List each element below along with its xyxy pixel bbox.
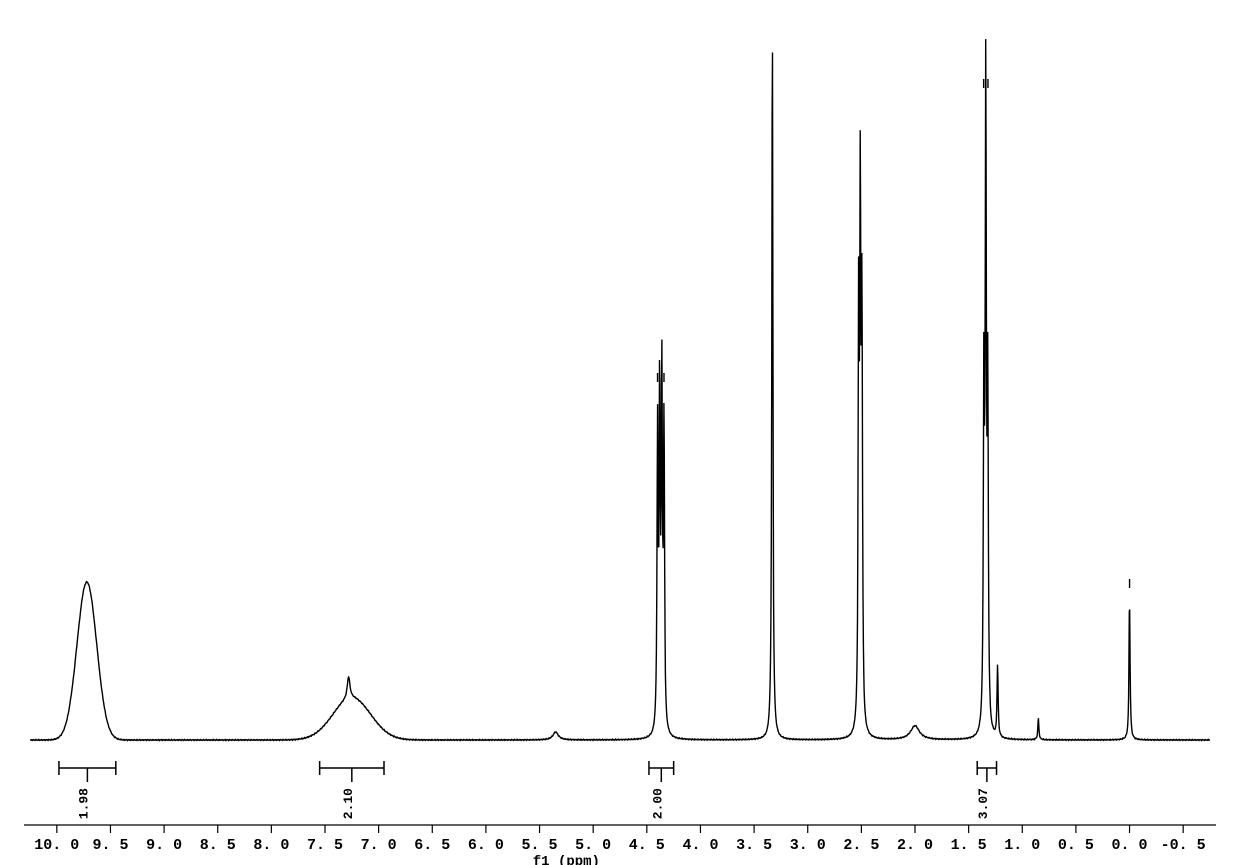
x-tick-label: 0. 5 xyxy=(1058,837,1094,854)
x-tick-label: 7. 0 xyxy=(361,837,397,854)
x-tick-label: 3. 0 xyxy=(790,837,826,854)
x-tick-label: 10. 0 xyxy=(34,837,79,854)
integral-label: 1.98 xyxy=(76,788,91,819)
x-tick-label: 4. 5 xyxy=(629,837,665,854)
x-tick-label: -0. 5 xyxy=(1161,837,1206,854)
x-tick-label: 4. 0 xyxy=(682,837,718,854)
x-tick-label: 9. 0 xyxy=(146,837,182,854)
x-tick-label: 8. 5 xyxy=(200,837,236,854)
integral-label: 2.10 xyxy=(341,788,356,819)
x-tick-label: 5. 5 xyxy=(522,837,558,854)
x-tick-label: 2. 0 xyxy=(897,837,933,854)
x-tick-label: 8. 0 xyxy=(253,837,289,854)
x-tick-label: 7. 5 xyxy=(307,837,343,854)
nmr-spectrum: 1.98 2.10 2.00 3.07 10. 0 9. 5 9. 0 8. 5 8. 0 7. … xyxy=(0,0,1240,865)
x-axis-label: f1 (ppm) xyxy=(533,854,600,865)
integral-label: 2.00 xyxy=(650,788,665,819)
x-tick-label: 1. 0 xyxy=(1004,837,1040,854)
x-tick-label: 0. 0 xyxy=(1112,837,1148,854)
integral-label: 3.07 xyxy=(976,788,991,819)
spectrum-trace xyxy=(30,39,1210,741)
x-tick-label: 9. 5 xyxy=(92,837,128,854)
x-tick-label: 6. 5 xyxy=(414,837,450,854)
x-tick-label: 6. 0 xyxy=(468,837,504,854)
x-tick-label: 3. 5 xyxy=(736,837,772,854)
x-tick-label: 1. 5 xyxy=(951,837,987,854)
x-tick-label: 2. 5 xyxy=(843,837,879,854)
x-tick-label: 5. 0 xyxy=(575,837,611,854)
